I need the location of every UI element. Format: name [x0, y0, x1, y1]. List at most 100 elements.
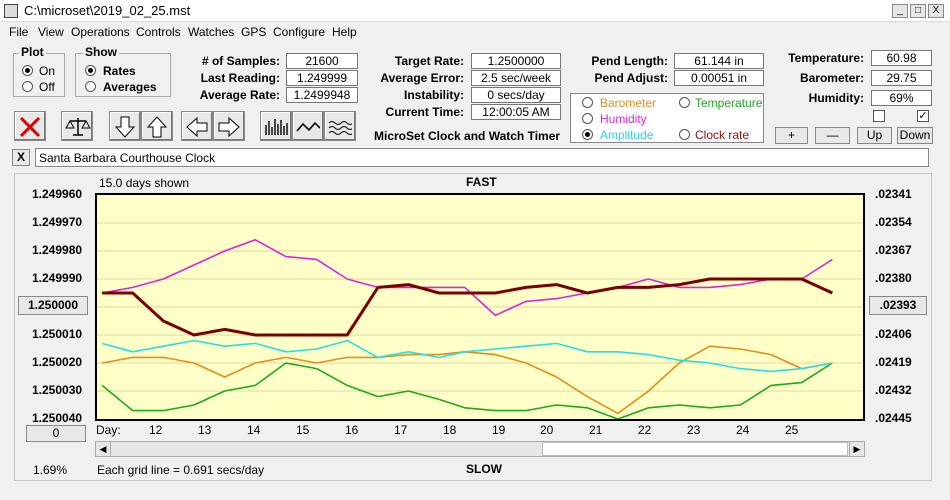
arrow-left-button[interactable] — [181, 111, 213, 141]
show-rates-radio[interactable] — [85, 65, 96, 76]
arrow-down-button[interactable] — [109, 111, 141, 141]
day-tick-14: 14 — [247, 423, 261, 437]
arrow-right-button[interactable] — [213, 111, 245, 141]
y-tick-left-6: 1.250020 — [32, 355, 83, 369]
y-tick-right-5: .02406 — [875, 327, 912, 341]
plot-off-radio[interactable] — [22, 81, 33, 92]
menu-controls[interactable]: Controls — [136, 25, 181, 39]
pend-length-field: 61.144 in — [674, 53, 764, 69]
day-tick-22: 22 — [638, 423, 652, 437]
menu-gps[interactable]: GPS — [241, 25, 267, 39]
instability-label: Instability: — [403, 88, 464, 102]
samples-label: # of Samples: — [201, 54, 280, 68]
pend-length-label: Pend Length: — [591, 54, 668, 68]
histogram-icon — [265, 119, 288, 135]
scale-minus-button[interactable]: — — [815, 127, 850, 144]
balance-scale-icon — [65, 118, 91, 136]
y-tick-right-6: .02419 — [875, 355, 912, 369]
line-graph-button[interactable] — [292, 111, 324, 141]
menu-help[interactable]: Help — [332, 25, 357, 39]
y-tick-right-2: .02367 — [875, 243, 912, 257]
fast-label: FAST — [466, 175, 497, 189]
arrow-left-icon — [186, 116, 208, 138]
show-group — [75, 53, 171, 97]
temperature-field: 60.98 — [871, 50, 932, 66]
current-time-label: Current Time: — [385, 105, 464, 119]
y-tick-left-4-button[interactable]: 1.250000 — [18, 296, 88, 315]
samples-field: 21600 — [286, 53, 358, 69]
balance-button[interactable] — [61, 111, 93, 141]
line-graph-icon — [296, 121, 320, 132]
scroll-left-arrow-icon[interactable]: ◀ — [96, 442, 111, 456]
scale-plus-button[interactable]: + — [775, 127, 808, 144]
app-icon — [4, 4, 18, 18]
plot-on-label: On — [39, 64, 56, 78]
arrow-up-button[interactable] — [141, 111, 173, 141]
average-error-label: Average Error: — [380, 71, 464, 85]
checkbox-right[interactable]: ✓ — [917, 110, 929, 122]
amplitude-radio[interactable] — [582, 129, 593, 140]
plot-on-radio[interactable] — [22, 65, 33, 76]
series-line-clock-rate — [102, 277, 834, 337]
title-bar: C:\microset\2019_02_25.mst _ □ X — [0, 0, 950, 22]
arrow-down-icon — [114, 116, 136, 138]
barometer-label: Barometer: — [799, 71, 864, 85]
show-averages-label: Averages — [103, 80, 157, 94]
y-tick-right-0: .02341 — [875, 187, 912, 201]
day-tick-24: 24 — [736, 423, 750, 437]
menu-operations[interactable]: Operations — [71, 25, 130, 39]
day-tick-19: 19 — [492, 423, 506, 437]
zero-button[interactable]: 0 — [26, 425, 86, 442]
y-tick-left-0: 1.249960 — [32, 187, 83, 201]
menu-configure[interactable]: Configure — [273, 25, 326, 39]
show-rates-label: Rates — [103, 64, 136, 78]
clear-button[interactable] — [14, 111, 46, 141]
last-reading-field: 1.249999 — [286, 70, 358, 86]
menu-view[interactable]: View — [38, 25, 64, 39]
y-tick-left-1: 1.249970 — [32, 215, 83, 229]
menu-watches[interactable]: Watches — [188, 25, 235, 39]
app-caption: MicroSet Clock and Watch Timer — [374, 129, 561, 143]
day-tick-18: 18 — [443, 423, 457, 437]
scroll-right-arrow-icon[interactable]: ▶ — [849, 442, 864, 456]
barometer-field: 29.75 — [871, 70, 932, 86]
minimize-button[interactable]: _ — [892, 4, 908, 18]
slow-label: SLOW — [466, 462, 502, 476]
humidity-radio[interactable] — [582, 113, 593, 124]
wave-icon — [328, 121, 352, 135]
clock-name-input[interactable]: Santa Barbara Courthouse Clock — [35, 148, 929, 167]
wave-graph-button[interactable] — [324, 111, 356, 141]
percent-label: 1.69% — [33, 463, 68, 477]
series-line-amplitude — [101, 339, 833, 373]
scale-down-button[interactable]: Down — [897, 127, 933, 144]
humidity-label: Humidity: — [808, 91, 864, 105]
y-tick-right-8: .02445 — [875, 411, 912, 425]
close-window-button[interactable]: X — [928, 4, 944, 18]
legend-barometer: Barometer — [600, 96, 657, 110]
maximize-button[interactable]: □ — [910, 4, 926, 18]
close-clock-button[interactable]: X — [12, 149, 30, 166]
horizontal-scrollbar[interactable]: ◀ ▶ — [95, 441, 865, 457]
menu-file[interactable]: File — [9, 25, 29, 39]
y-tick-right-7: .02432 — [875, 383, 912, 397]
barometer-radio[interactable] — [582, 97, 593, 108]
y-tick-right-4-button[interactable]: .02393 — [869, 296, 927, 315]
pend-adjust-label: Pend Adjust: — [594, 71, 668, 85]
legend-temperature: Temperature — [695, 96, 763, 110]
clock-rate-radio[interactable] — [679, 129, 690, 140]
target-rate-label: Target Rate: — [394, 54, 464, 68]
day-tick-16: 16 — [345, 423, 359, 437]
temperature-radio[interactable] — [679, 97, 690, 108]
series-line-humidity — [101, 238, 833, 317]
day-tick-15: 15 — [296, 423, 310, 437]
scroll-thumb[interactable] — [542, 442, 848, 456]
show-averages-radio[interactable] — [85, 81, 96, 92]
scale-up-button[interactable]: Up — [857, 127, 892, 144]
average-rate-field: 1.2499948 — [286, 87, 358, 103]
target-rate-field: 1.2500000 — [471, 53, 561, 69]
checkbox-left[interactable] — [873, 110, 885, 122]
histogram-button[interactable] — [260, 111, 292, 141]
current-time-field: 12:00:05 AM — [471, 104, 561, 120]
y-tick-left-3: 1.249990 — [32, 271, 83, 285]
red-x-icon — [19, 116, 41, 138]
